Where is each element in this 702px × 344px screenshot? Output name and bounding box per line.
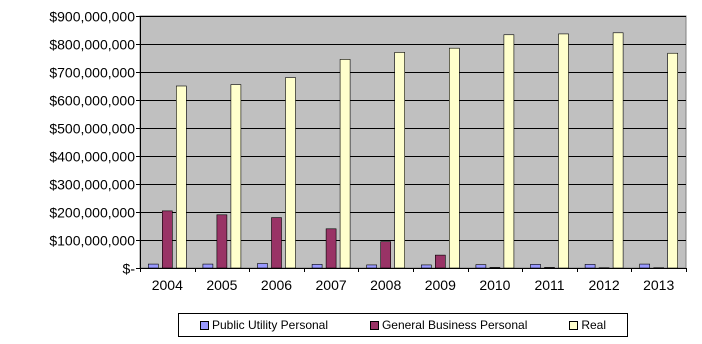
legend-label: Real xyxy=(581,318,606,332)
bar-real-2010 xyxy=(503,34,515,269)
bar-real-2009 xyxy=(448,47,460,269)
x-tick-label: 2010 xyxy=(479,277,510,293)
x-tick-label: 2007 xyxy=(316,277,347,293)
bar-real-2013 xyxy=(667,52,679,269)
y-tick-label: $900,000,000 xyxy=(49,9,135,25)
bar-general-business-personal-2009 xyxy=(434,254,446,269)
y-tick-label: $- xyxy=(123,261,136,277)
legend-item-real: Real xyxy=(569,318,606,332)
bar-general-business-personal-2007 xyxy=(325,228,337,269)
y-tick-label: $600,000,000 xyxy=(49,93,135,109)
x-tick-labels: 2004 2005 2006 2007 2008 2009 2010 2011 2012 2013 xyxy=(152,277,675,293)
x-tick-label: 2009 xyxy=(425,277,456,293)
bar-public-utility-personal-2010 xyxy=(475,264,487,269)
y-tick-label: $200,000,000 xyxy=(49,205,135,221)
x-tick-label: 2013 xyxy=(643,277,674,293)
bar-public-utility-personal-2011 xyxy=(530,264,541,269)
x-tick-label: 2006 xyxy=(261,277,292,293)
y-tick-label: $500,000,000 xyxy=(49,121,135,137)
bar-public-utility-personal-2008 xyxy=(366,264,378,269)
bar-public-utility-personal-2009 xyxy=(420,264,432,269)
legend-label: Public Utility Personal xyxy=(211,318,329,332)
x-tick-label: 2012 xyxy=(589,277,620,293)
bar-general-business-personal-2005 xyxy=(216,214,228,269)
bar-real-2005 xyxy=(230,84,242,269)
legend: Public Utility Personal General Business… xyxy=(178,313,628,337)
legend-label: General Business Personal xyxy=(381,318,528,332)
bar-real-2007 xyxy=(339,59,351,269)
legend-swatch-general-business-personal xyxy=(369,320,379,330)
y-tick-labels: $- $100,000,000 $200,000,000 $300,000,000 $4… xyxy=(49,9,135,277)
x-tick-label: 2011 xyxy=(534,277,564,293)
bars xyxy=(148,32,679,269)
bar-real-2012 xyxy=(612,32,624,269)
bar-public-utility-personal-2013 xyxy=(639,263,651,269)
y-tick-label: $700,000,000 xyxy=(49,65,135,81)
bar-general-business-personal-2006 xyxy=(271,217,282,269)
bar-real-2004 xyxy=(176,85,187,269)
bar-real-2011 xyxy=(558,33,569,269)
bar-real-2008 xyxy=(394,52,406,269)
bar-public-utility-personal-2012 xyxy=(584,264,596,269)
y-tick-label: $100,000,000 xyxy=(49,233,135,249)
bar-general-business-personal-2010 xyxy=(489,267,501,269)
bar-general-business-personal-2011 xyxy=(544,267,555,269)
x-tick-label: 2005 xyxy=(206,277,237,293)
bar-public-utility-personal-2007 xyxy=(311,264,323,269)
bar-general-business-personal-2004 xyxy=(162,210,173,269)
y-tick-label: $800,000,000 xyxy=(49,37,135,53)
axes xyxy=(136,16,687,272)
bar-public-utility-personal-2006 xyxy=(257,263,268,269)
bar-general-business-personal-2008 xyxy=(380,241,392,269)
legend-swatch-public-utility-personal xyxy=(199,320,209,330)
y-tick-label: $300,000,000 xyxy=(49,177,135,193)
legend-item-general-business-personal: General Business Personal xyxy=(369,318,528,332)
y-tick-label: $400,000,000 xyxy=(49,149,135,165)
legend-item-public-utility-personal: Public Utility Personal xyxy=(199,318,329,332)
x-tick-label: 2004 xyxy=(152,277,183,293)
bar-public-utility-personal-2004 xyxy=(148,263,159,269)
bar-real-2006 xyxy=(285,77,296,269)
x-tick-label: 2008 xyxy=(370,277,401,293)
bar-public-utility-personal-2005 xyxy=(202,263,214,269)
legend-swatch-real xyxy=(569,320,579,330)
